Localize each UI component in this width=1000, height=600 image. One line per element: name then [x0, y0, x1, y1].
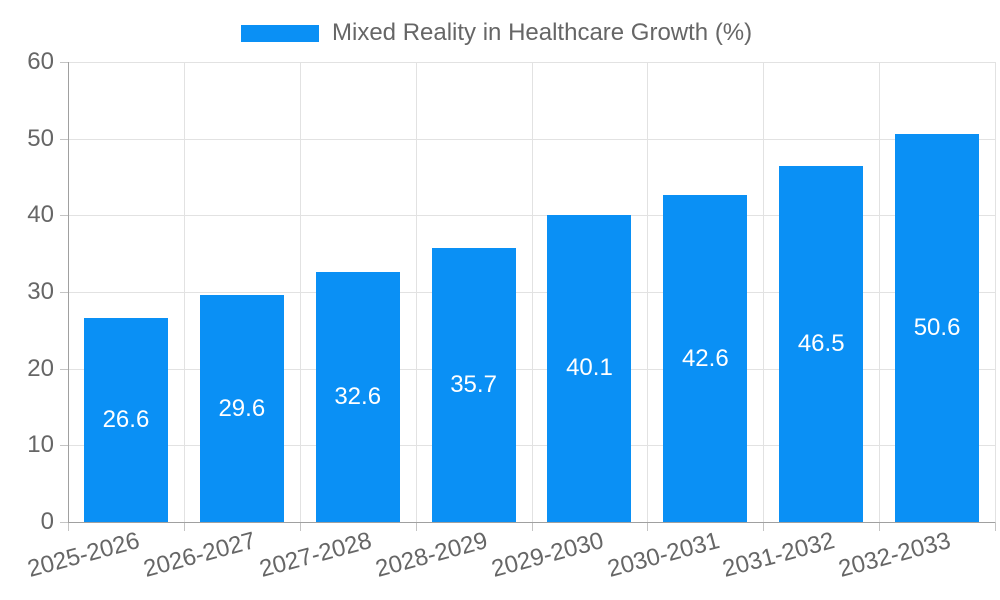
- bar[interactable]: [315, 272, 400, 522]
- x-axis-tick: [995, 522, 996, 531]
- x-tick-label: 2032-2033: [835, 527, 954, 583]
- x-axis-tick: [763, 522, 765, 531]
- y-axis-tick: [60, 138, 68, 140]
- x-axis-tick: [183, 522, 185, 531]
- y-tick-label: 40: [27, 201, 54, 229]
- y-tick-label: 20: [27, 354, 54, 382]
- bar[interactable]: [431, 248, 516, 522]
- y-axis-tick: [60, 215, 68, 217]
- x-tick-label: 2025-2026: [24, 527, 143, 583]
- bar[interactable]: [199, 295, 284, 522]
- y-tick-label: 0: [40, 508, 54, 535]
- x-axis-tick: [68, 522, 69, 531]
- y-tick-label: 50: [27, 124, 54, 152]
- y-axis-tick: [60, 62, 68, 63]
- x-axis-tick: [299, 522, 301, 531]
- y-axis-tick: [60, 368, 68, 370]
- bar-value-label: 42.6: [681, 344, 729, 372]
- bar-value-label: 40.1: [566, 354, 613, 382]
- x-axis-tick: [531, 522, 533, 531]
- bar-value-label: 32.6: [334, 383, 382, 411]
- grid-line-x: [763, 62, 765, 522]
- x-tick-label: 2029-2030: [488, 527, 607, 583]
- x-tick-label: 2031-2032: [720, 527, 838, 583]
- x-tick-label: 2027-2028: [256, 527, 375, 583]
- x-axis-tick: [647, 522, 649, 531]
- x-tick-label: 2030-2031: [604, 527, 723, 583]
- grid-line-x: [879, 62, 881, 522]
- y-axis-tick: [60, 522, 68, 523]
- bar-value-label: 26.6: [102, 406, 150, 434]
- grid-line-x: [995, 62, 996, 522]
- bar-value-label: 50.6: [913, 314, 961, 342]
- x-tick-label: 2028-2029: [372, 527, 491, 583]
- bar-value-label: 35.7: [450, 371, 497, 399]
- bar[interactable]: [547, 214, 632, 522]
- grid-line-x: [183, 62, 185, 522]
- y-tick-label: 60: [27, 48, 54, 75]
- x-axis-tick: [879, 522, 881, 531]
- bar-value-label: 46.5: [797, 329, 845, 357]
- y-axis-tick: [60, 445, 68, 447]
- y-axis-tick: [60, 292, 68, 293]
- grid-line-x: [415, 62, 417, 522]
- x-axis-tick: [415, 522, 417, 531]
- x-tick-label: 2026-2027: [140, 527, 259, 583]
- grid-line-x: [647, 62, 649, 522]
- bar[interactable]: [663, 195, 748, 522]
- y-tick-label: 30: [27, 278, 54, 305]
- grid-line-x: [531, 62, 533, 522]
- grid-line-x: [299, 62, 301, 522]
- bar[interactable]: [83, 318, 168, 522]
- bar[interactable]: [895, 134, 980, 522]
- y-tick-label: 10: [27, 431, 54, 459]
- legend-label: Mixed Reality in Healthcare Growth (%): [332, 19, 753, 46]
- bar-value-label: 29.6: [218, 394, 266, 422]
- chart-legend[interactable]: Mixed Reality in Healthcare Growth (%): [241, 19, 752, 47]
- y-axis-line: [68, 62, 69, 522]
- x-axis-line: [68, 522, 995, 523]
- bar[interactable]: [779, 165, 864, 522]
- legend-swatch-icon: [241, 24, 319, 42]
